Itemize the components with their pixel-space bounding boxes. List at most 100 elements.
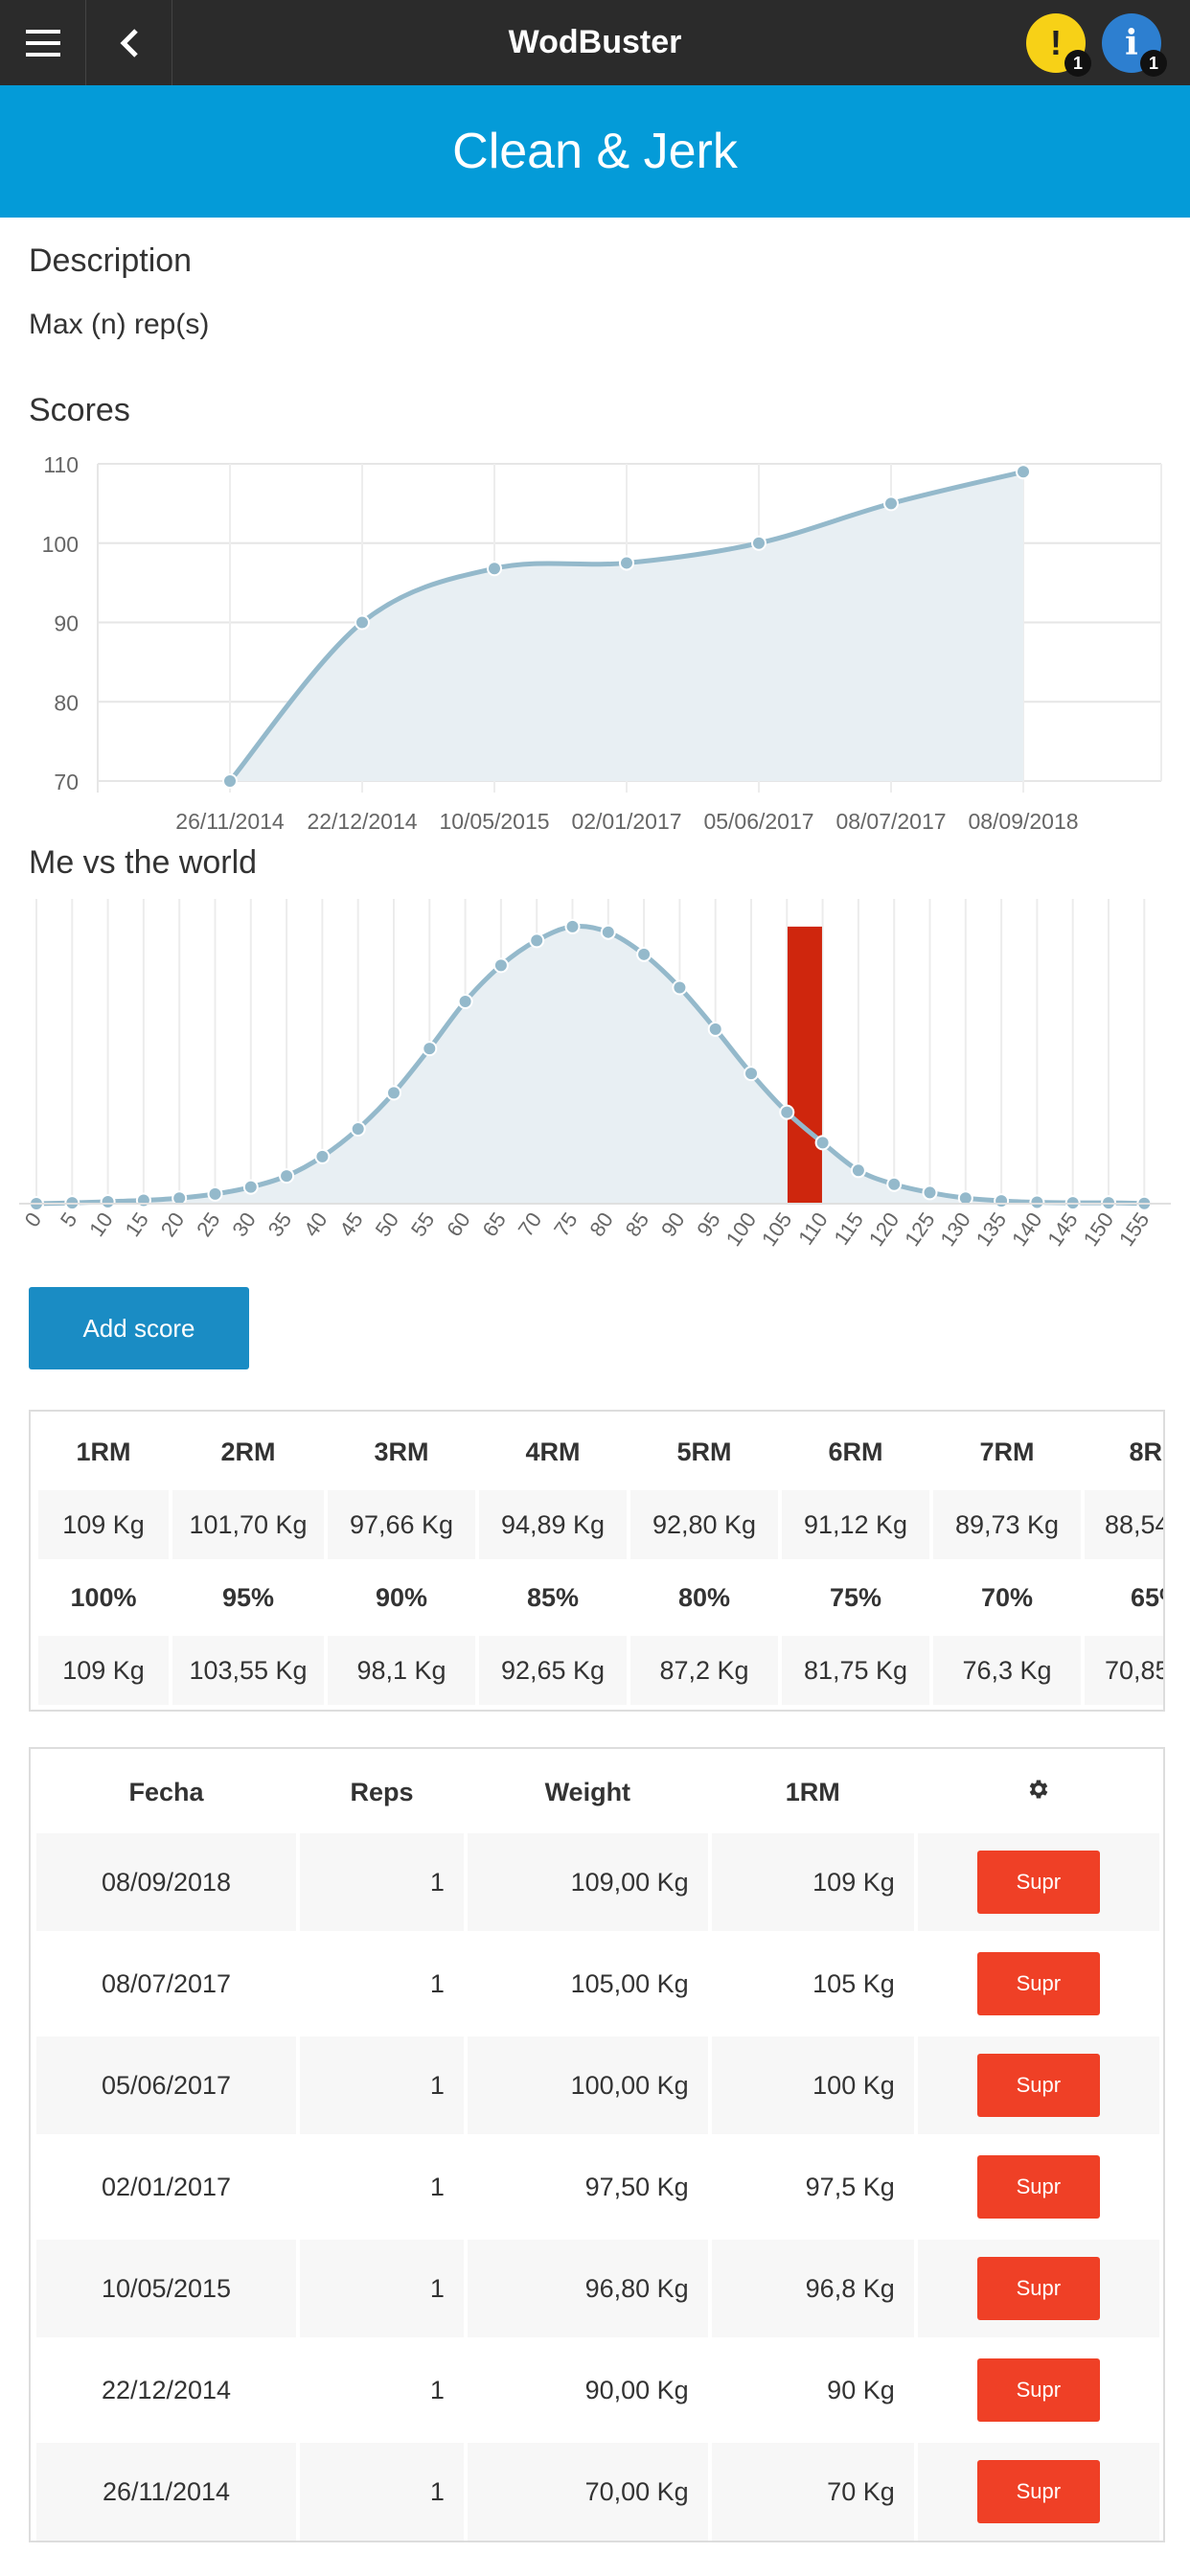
gear-icon [1029,1779,1048,1799]
score-cell: 90,00 Kg [584,2375,689,2404]
my-score-bar [787,926,822,1204]
rm-value-cell: 88,54 Kg [1085,1490,1163,1559]
score-row: 08/07/2017 1 105,00 Kg 105 Kg Supr [36,1935,1159,2033]
delete-score-button[interactable]: Supr [976,2358,1100,2422]
scores-chart: 70 80 90 100 110 26/11/2014 22/12/2014 10/05/20… [42,452,1162,834]
column-header: Weight [544,1777,631,1806]
exercise-title: Clean & Jerk [452,124,738,179]
x-tick-label: 60 [442,1208,475,1241]
score-row: 02/01/2017 1 97,50 Kg 97,5 Kg Supr [36,2138,1159,2236]
score-cell: 22/12/2014 [101,2375,232,2404]
score-cell: 105,00 Kg [570,1968,689,1998]
rm-header-cell: 7RM [933,1417,1081,1486]
score-row: 10/05/2015 1 96,80 Kg 96,8 Kg Supr [36,2240,1159,2337]
delete-score-button[interactable]: Supr [976,2054,1100,2117]
column-header: 1RM [785,1777,840,1806]
score-cell: 26/11/2014 [36,2443,297,2541]
x-tick-label: 20 [156,1208,190,1241]
info-notification-button[interactable]: i 1 [1102,13,1167,77]
score-cell: 08/09/2018 [36,1833,297,1931]
x-tick-label: 125 [900,1208,940,1251]
delete-score-button[interactable]: Supr [976,2155,1100,2219]
rm-value-cell: 98,1 Kg [328,1636,475,1705]
distribution-point [492,957,509,974]
x-tick-label: 15 [120,1208,153,1241]
x-tick-label: 45 [334,1208,368,1241]
rm-value-cell: 91,12 Kg [782,1490,929,1559]
rm-header-cell: 8RM [1085,1417,1163,1486]
rm-value-cell: 81,75 Kg [782,1636,929,1705]
back-button[interactable] [86,0,172,85]
distribution-point [242,1179,259,1195]
rm-header-cell: 1RM [38,1417,169,1486]
hamburger-icon [25,29,60,57]
distribution-point [957,1190,973,1207]
x-tick-label: 110 [793,1208,833,1250]
x-tick-label: 50 [371,1208,404,1241]
rm-header-row: 1RM2RM3RM4RM5RM6RM7RM8RM [38,1417,1163,1486]
rm-header-cell: 6RM [782,1417,929,1486]
scores-point [619,555,634,571]
x-tick-label: 140 [1007,1208,1047,1251]
delete-score-button[interactable]: Supr [976,1952,1100,2015]
action-cell: Supr [917,2036,1159,2134]
info-count-badge: 1 [1140,50,1167,77]
menu-button[interactable] [0,0,86,85]
x-tick-label: 150 [1079,1208,1119,1251]
x-tick-label: 08/07/2017 [835,809,946,834]
score-cell: 97,5 Kg [805,2172,895,2201]
rm-header-cell: 65% [1085,1563,1163,1632]
rm-value-cell: 87,2 Kg [630,1636,778,1705]
exercise-title-banner: Clean & Jerk [0,85,1190,218]
distribution-point [672,979,688,996]
distribution-point [744,1066,759,1082]
rm-value-cell: 103,55 Kg [172,1636,324,1705]
x-tick-label: 130 [935,1208,975,1251]
me-vs-world-chart: 0 5 10 15 20 25 30 35 40 45 50 55 60 65 70 75 80 85 90 9510… [19,899,1171,1251]
rm-header-cell: 3RM [328,1417,475,1486]
scores-point [222,773,238,789]
delete-score-button[interactable]: Supr [976,2460,1100,2523]
distribution-point [636,946,652,962]
distribution-point [564,918,581,934]
rm-value-cell: 70,85 Kg [1085,1636,1163,1705]
distribution-point [100,1193,116,1209]
score-row: 08/09/2018 1 109,00 Kg 109 Kg Supr [36,1833,1159,1931]
x-tick-label: 30 [227,1208,261,1241]
delete-score-button[interactable]: Supr [976,2257,1100,2320]
action-cell: Supr [917,2240,1159,2337]
add-score-button[interactable]: Add score [29,1287,249,1369]
rm-value-row: 109 Kg 103,55 Kg 98,1 Kg 92,65 Kg 87,2 Kg 81,… [38,1636,1163,1705]
scores-point [883,495,899,512]
x-tick-label: 5 [56,1208,82,1231]
scores-point [355,614,370,631]
delete-score-button[interactable]: Supr [976,1851,1100,1914]
rm-value-row: 109 Kg 101,70 Kg 97,66 Kg 94,89 Kg 92,80 Kg 9… [38,1490,1163,1559]
score-cell: 05/06/2017 [36,2036,297,2134]
column-header: Reps [350,1777,414,1806]
warning-notification-button[interactable]: ! 1 [1026,13,1091,77]
x-tick-label: 95 [692,1208,725,1241]
x-tick-label: 22/12/2014 [307,809,417,834]
x-tick-label: 02/01/2017 [571,809,681,834]
score-cell: 90 Kg [827,2375,895,2404]
score-cell: 100,00 Kg [467,2036,708,2134]
x-tick-label: 35 [263,1208,297,1241]
score-cell: 1 [300,2443,464,2541]
score-cell: 02/01/2017 [101,2172,232,2201]
action-cell: Supr [917,2443,1159,2541]
x-tick-label: 85 [621,1208,654,1241]
x-tick-label: 135 [972,1208,1012,1251]
rm-value-cell: 76,3 Kg [933,1636,1081,1705]
distribution-point [1029,1194,1045,1210]
x-tick-label: 55 [406,1208,440,1241]
y-tick-label: 90 [54,611,79,636]
x-tick-label: 40 [299,1208,332,1241]
description-text: Max (n) rep(s) [29,309,210,340]
rm-value-cell: 109 Kg [38,1490,169,1559]
settings-column-header [918,1755,1159,1829]
score-cell: 105 Kg [812,1968,895,1998]
distribution-point [994,1193,1010,1209]
x-tick-label: 120 [864,1208,904,1251]
